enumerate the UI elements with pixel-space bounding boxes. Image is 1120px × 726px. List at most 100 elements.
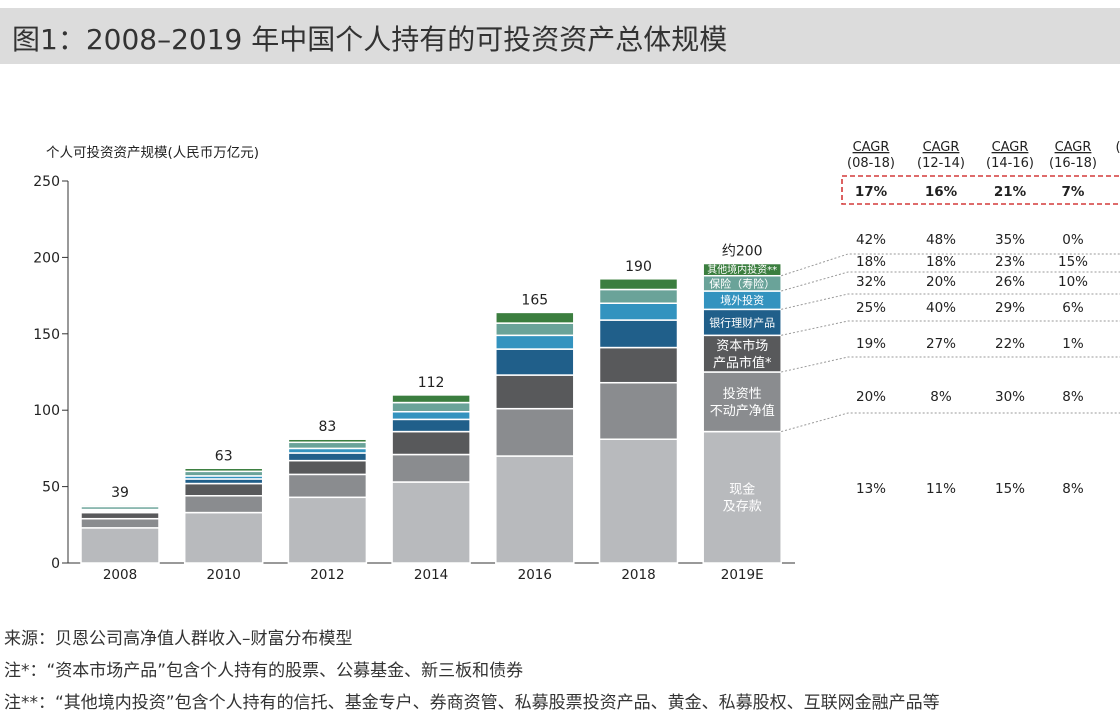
bar-segment-capital_market-2014: [391, 430, 471, 456]
bar-segment-bank_wmp-2018: [598, 319, 679, 349]
bar-segment-cash-2012: [287, 496, 368, 564]
cagr-header-period: (08-18): [847, 156, 895, 171]
cagr-total-value: 21%: [994, 184, 1027, 200]
segment-label-real_estate: 不动产净值: [710, 403, 775, 419]
bar-segment-capital_market-2008: [80, 511, 160, 520]
bar-segment-capital_market-2010: [183, 482, 264, 497]
cagr-header: CAGR: [923, 140, 960, 155]
cagr-header-period: (14-16): [986, 156, 1034, 171]
bar-segment-cash-2018: [598, 438, 679, 564]
x-tick-label: 2018: [621, 567, 655, 583]
bar-segment-capital_market-2012: [287, 459, 368, 476]
notes: 来源：贝恩公司高净值人群收入–财富分布模型 注*：“资本市场产品”包含个人持有的…: [4, 626, 940, 722]
cagr-header-period: (16-18): [1049, 156, 1097, 171]
x-tick-label: 2012: [310, 567, 344, 583]
bar-segment-other_domestic-2014: [391, 394, 471, 404]
bar-segment-bank_wmp-2012: [287, 452, 368, 462]
bar-segment-other_domestic-2012: [287, 438, 368, 444]
y-tick-label: 150: [33, 327, 60, 343]
bar-segment-insurance-2016: [495, 322, 575, 337]
cagr-value-bank_wmp: 40%: [926, 300, 956, 316]
x-tick-label: 2019E: [721, 567, 764, 583]
bar-segment-real_estate-2019E: [702, 371, 782, 433]
connector-line-real_estate: [781, 412, 1120, 433]
cagr-value-real_estate: 20%: [856, 389, 886, 405]
bar-total-label: 39: [111, 485, 129, 501]
x-tick-label: 2014: [414, 567, 448, 583]
bar-segment-bank_wmp-2014: [391, 418, 471, 433]
cagr-total-highlight-box: [841, 175, 1120, 205]
bar-segment-cash-2019E: [702, 430, 782, 564]
bar-segment-other_domestic-2018: [598, 278, 679, 291]
x-tick-label: 2008: [103, 567, 137, 583]
source-note: 来源：贝恩公司高净值人群收入–财富分布模型: [4, 629, 353, 649]
bar-segment-capital_market-2016: [495, 374, 575, 410]
cagr-value-capital_market: 19%: [856, 336, 886, 352]
segment-label-insurance: 保险（寿险）: [709, 276, 775, 290]
bar-segment-other_domestic-2016: [495, 311, 575, 324]
bar-segment-capital_market-2018: [598, 346, 679, 384]
connector-line-overseas: [781, 293, 1120, 310]
cagr-value-overseas: 20%: [926, 274, 956, 290]
bar-segment-other_domestic-2008: [80, 504, 160, 508]
cagr-header: CAGR: [992, 140, 1029, 155]
bar-segment-cash-2016: [495, 455, 575, 564]
cagr-value-capital_market: 27%: [926, 336, 956, 352]
segment-label-cash: 及存款: [723, 499, 762, 514]
chart-title: 图1：2008–2019 年中国个人持有的可投资资产总体规模: [12, 23, 728, 56]
cagr-header: (: [1115, 140, 1120, 155]
segment-label-overseas: 境外投资: [720, 293, 764, 307]
bar-total-label: 190: [625, 259, 652, 275]
cagr-value-cash: 15%: [995, 481, 1025, 497]
segment-label-capital_market: 资本市场: [716, 338, 768, 354]
cagr-total-value: 17%: [855, 184, 888, 200]
cagr-value-bank_wmp: 25%: [856, 300, 886, 316]
cagr-value-other_domestic: 42%: [856, 232, 886, 248]
bar-segment-bank_wmp-2016: [495, 348, 575, 376]
segment-label-cash: 现金: [729, 481, 755, 497]
y-tick-label: 200: [33, 250, 60, 266]
bar-segment-cash-2010: [183, 511, 264, 564]
y-tick-label: 50: [42, 480, 60, 496]
bar-segment-real_estate-2018: [598, 381, 679, 440]
connector-line-capital_market: [781, 356, 1120, 373]
cagr-header-period: (12-14): [917, 156, 965, 171]
bar-segment-real_estate-2010: [183, 495, 264, 514]
segment-label-capital_market: 产品市值*: [713, 355, 772, 371]
cagr-value-real_estate: 8%: [1062, 389, 1084, 405]
cagr-value-overseas: 10%: [1058, 274, 1088, 290]
cagr-total-value: 7%: [1062, 184, 1085, 200]
bar-segment-insurance-2012: [287, 441, 368, 450]
cagr-value-insurance: 18%: [856, 254, 886, 270]
footnote-capital-market: 注*：“资本市场产品”包含个人持有的股票、公募基金、新三板和债券: [4, 661, 524, 681]
bar-segment-overseas-2014: [391, 410, 471, 421]
title-bar: 图1：2008–2019 年中国个人持有的可投资资产总体规模: [0, 8, 1120, 64]
bar-segment-other_domestic-2010: [183, 467, 264, 473]
cagr-value-cash: 13%: [856, 481, 886, 497]
bar-segment-real_estate-2016: [495, 407, 575, 457]
cagr-value-overseas: 32%: [856, 274, 886, 290]
x-tick-label: 2016: [518, 567, 552, 583]
connector-line-insurance: [781, 271, 1120, 292]
cagr-value-bank_wmp: 29%: [995, 300, 1025, 316]
bar-segment-real_estate-2008: [80, 517, 160, 529]
stacked-bar-chart: 个人可投资资产规模(人民币万亿元) 0 50 100 150 200 250 39 2008 63…: [33, 140, 1120, 583]
segment-label-real_estate: 投资性: [723, 386, 762, 402]
cagr-value-cash: 11%: [926, 481, 956, 497]
cagr-value-bank_wmp: 6%: [1062, 300, 1084, 316]
bar-segment-overseas-2016: [495, 334, 575, 350]
x-tick-label: 2010: [207, 567, 241, 583]
bar-segment-insurance-2014: [391, 401, 471, 413]
bar-segment-insurance-2018: [598, 288, 679, 304]
cagr-value-capital_market: 22%: [995, 336, 1025, 352]
bar-total-label: 165: [521, 292, 548, 308]
cagr-value-insurance: 23%: [995, 254, 1025, 270]
y-tick-label: 100: [33, 403, 60, 419]
bar-segment-real_estate-2012: [287, 473, 368, 499]
cagr-total-value: 16%: [925, 184, 958, 200]
cagr-value-cash: 8%: [1062, 481, 1084, 497]
segment-label-other_domestic: 其他境内投资**: [707, 263, 777, 276]
connector-line-bank_wmp: [781, 320, 1120, 336]
cagr-header: CAGR: [1055, 140, 1092, 155]
bar-segment-other_domestic-2019E: [702, 262, 782, 277]
